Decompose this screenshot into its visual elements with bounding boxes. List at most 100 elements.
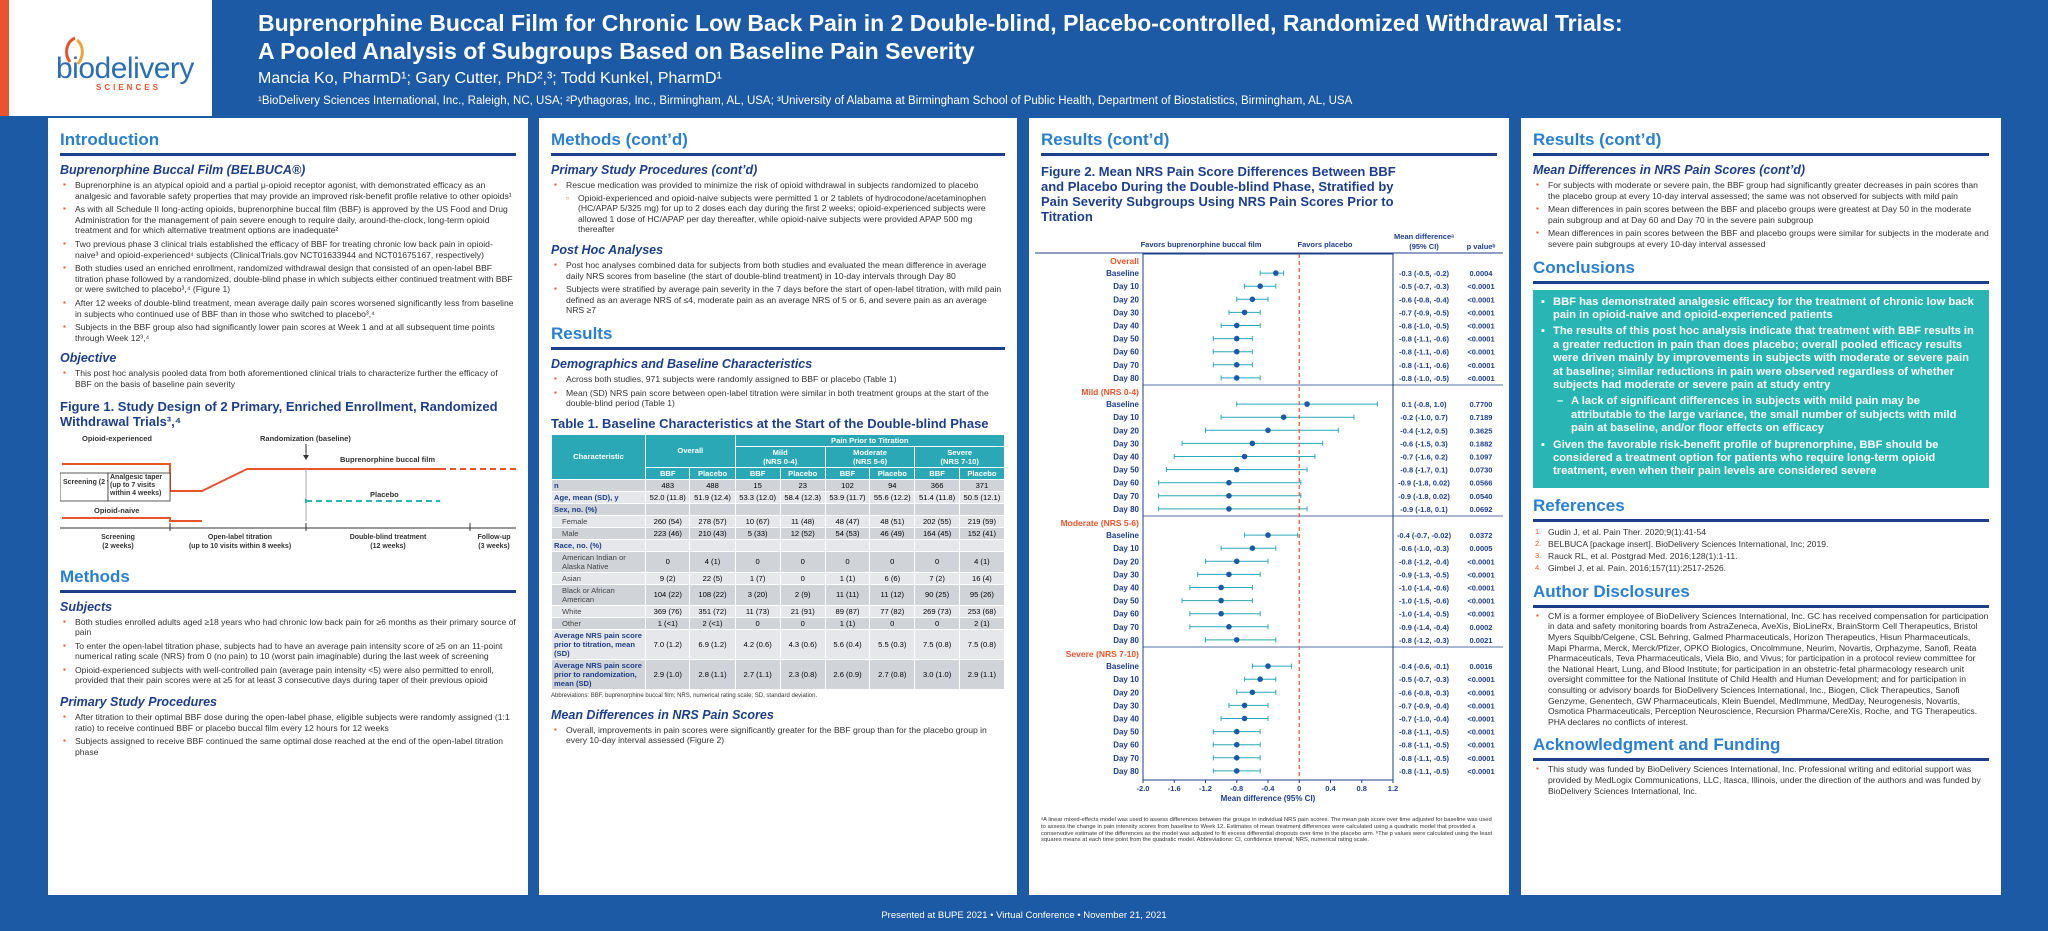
table-cell: 53.3 (12.0) xyxy=(734,490,781,504)
results-heading: Results xyxy=(551,324,1005,350)
table-cell: 95 (26) xyxy=(958,583,1006,606)
table-cell xyxy=(734,538,781,552)
fig1-placebo-label: Placebo xyxy=(370,490,399,499)
timepoint-label: Day 70 xyxy=(1113,492,1139,501)
poster-header: biodelivery SCIENCES Buprenorphine Bucca… xyxy=(0,0,2048,116)
fig1-phase-double-blind-dur: (12 weeks) xyxy=(370,543,405,550)
disclosure-bullet: CM is a former employee of BioDelivery S… xyxy=(1533,611,1989,728)
footer: Presented at BUPE 2021 • Virtual Confere… xyxy=(881,910,1167,921)
x-tick-label: 0.4 xyxy=(1325,784,1336,793)
mean-diff-value: -1.0 (-1.4, -0.6) xyxy=(1399,584,1450,593)
point-estimate xyxy=(1257,676,1263,682)
table-cell: 52.0 (11.8) xyxy=(644,490,691,504)
point-estimate xyxy=(1226,493,1232,499)
mean-diff-value: -0.8 (-1.1, -0.6) xyxy=(1399,348,1450,357)
disclosures-heading: Author Disclosures xyxy=(1533,582,1989,608)
mean-diff-value: -0.6 (-1.0, -0.3) xyxy=(1399,544,1450,553)
reference-item: 4. Gimbel J, et al. Pain. 2016;157(11):25… xyxy=(1535,562,1727,573)
table-cell: 94 xyxy=(869,478,916,492)
favors-bbf-label: Favors buprenorphine buccal film xyxy=(1141,240,1262,249)
point-estimate xyxy=(1233,755,1240,761)
mean-diff-value: -0.8 (-1.7, 0.1) xyxy=(1400,466,1448,475)
t1-col-severe: Severe (NRS 7-10) xyxy=(914,445,1005,468)
table-cell: 278 (57) xyxy=(689,514,736,528)
fig1-phase-double-blind: Double-blind treatment xyxy=(350,534,427,541)
row-label: Average NRS pain score prior to titratio… xyxy=(551,628,646,660)
mean-diff-value: -0.8 (-1.1, -0.6) xyxy=(1399,361,1450,370)
conclusions-box: BBF has demonstrated analgesic efficacy … xyxy=(1533,289,1989,488)
p-value: <0.0001 xyxy=(1467,767,1494,776)
timepoint-label: Day 10 xyxy=(1113,282,1139,291)
timepoint-label: Day 60 xyxy=(1113,610,1139,619)
table-row: White 369 (76) 351 (72) 11 (73) 21 (91) 89 (8… xyxy=(551,604,1006,618)
table-cell: 5 (33) xyxy=(734,526,781,540)
table-cell: 11 (11) xyxy=(824,583,871,606)
table-cell: 0 xyxy=(734,550,781,573)
timepoint-label: Day 60 xyxy=(1113,479,1139,488)
row-label: White xyxy=(551,604,646,618)
point-estimate xyxy=(1233,335,1240,342)
point-estimate xyxy=(1249,296,1256,303)
p-value: <0.0001 xyxy=(1467,610,1494,619)
t1-bbf: BBF xyxy=(914,466,960,480)
mean-diff-value: -0.8 (-1.1, -0.6) xyxy=(1399,335,1450,344)
table-cell: 46 (49) xyxy=(869,526,916,540)
procedures-cont-subbullet: Opioid-experienced and opioid-naive subj… xyxy=(566,193,1005,235)
table-row: Other 1 (<1) 2 (<1) 0 0 1 (1) 0 0 2 (1) xyxy=(551,616,1006,630)
table-cell: 2.7 (0.8) xyxy=(869,658,916,690)
group-label: Mild (NRS 0-4) xyxy=(1081,387,1139,397)
column-3: Results (cont’d) Figure 2. Mean NRS Pain… xyxy=(1029,118,1509,895)
t1-placebo: Placebo xyxy=(958,466,1006,480)
point-estimate xyxy=(1233,637,1240,643)
table-cell: 0 xyxy=(779,550,826,573)
p-value: <0.0001 xyxy=(1467,701,1494,710)
figure2-title: Figure 2. Mean NRS Pain Score Difference… xyxy=(1041,164,1396,224)
primary-procedures-heading: Primary Study Procedures xyxy=(60,695,218,710)
table-cell: 90 (25) xyxy=(914,583,960,606)
table-cell: 11 (48) xyxy=(779,514,826,528)
table-cell: 0 xyxy=(914,550,960,573)
timepoint-label: Baseline xyxy=(1106,269,1139,278)
methods-cont-heading: Methods (cont’d) xyxy=(551,130,1005,156)
table-cell: 3.0 (1.0) xyxy=(914,658,960,690)
table-cell: 2.8 (1.1) xyxy=(689,658,736,690)
mean-diff-value: -1.0 (-1.4, -0.5) xyxy=(1399,610,1450,619)
mean-diff-value: -0.8 (-1.2, -0.3) xyxy=(1399,636,1450,645)
objective-bullet: This post hoc analysis pooled data from … xyxy=(60,368,516,389)
mean-diff-list: Overall, improvements in pain scores wer… xyxy=(551,725,1005,746)
mean-diff-value: 0.1 (-0.8, 1.0) xyxy=(1401,400,1447,409)
timepoint-label: Day 30 xyxy=(1113,570,1139,579)
p-value: 0.7189 xyxy=(1470,413,1493,422)
timepoint-label: Day 20 xyxy=(1113,426,1139,435)
logo-mark-icon xyxy=(65,36,84,65)
header-p-value: p valueᵇ xyxy=(1467,242,1496,251)
fig1-phase-followup-dur: (3 weeks) xyxy=(478,543,510,550)
point-estimate xyxy=(1218,597,1224,604)
table-cell: 11 (73) xyxy=(734,604,781,618)
p-value: <0.0001 xyxy=(1467,374,1494,383)
p-value: 0.0005 xyxy=(1470,544,1493,553)
timepoint-label: Day 10 xyxy=(1113,675,1139,684)
table-row: Average NRS pain score prior to titratio… xyxy=(551,628,1006,660)
point-estimate xyxy=(1226,506,1232,512)
table-cell: 223 (46) xyxy=(644,526,691,540)
procedures-cont-sublist: Opioid-experienced and opioid-naive subj… xyxy=(551,193,1005,235)
row-label: Asian xyxy=(551,571,646,585)
table-row: n 483 488 15 23 102 94 366 371 xyxy=(551,478,1006,492)
timepoint-label: Day 50 xyxy=(1113,728,1139,737)
p-value: 0.0021 xyxy=(1470,636,1493,645)
fig1-phase-titration: Open-label titration xyxy=(208,534,272,541)
table-cell: 7.5 (0.8) xyxy=(914,628,960,660)
table-cell: 1 (1) xyxy=(824,616,871,630)
table-cell xyxy=(869,538,916,552)
table-cell: 108 (22) xyxy=(689,583,736,606)
table-cell: 53.9 (11.7) xyxy=(824,490,871,504)
table-cell: 253 (68) xyxy=(958,604,1006,618)
table-cell: 1 (7) xyxy=(734,571,781,585)
mean-diff-value: -0.5 (-0.7, -0.3) xyxy=(1399,675,1450,684)
demographics-heading: Demographics and Baseline Characteristic… xyxy=(551,356,813,371)
mean-diff-cont-bullet: For subjects with moderate or severe pai… xyxy=(1533,180,1989,201)
p-value: <0.0001 xyxy=(1467,322,1494,331)
timepoint-label: Day 30 xyxy=(1113,439,1139,448)
results-cont-heading-2: Results (cont’d) xyxy=(1533,130,1989,156)
